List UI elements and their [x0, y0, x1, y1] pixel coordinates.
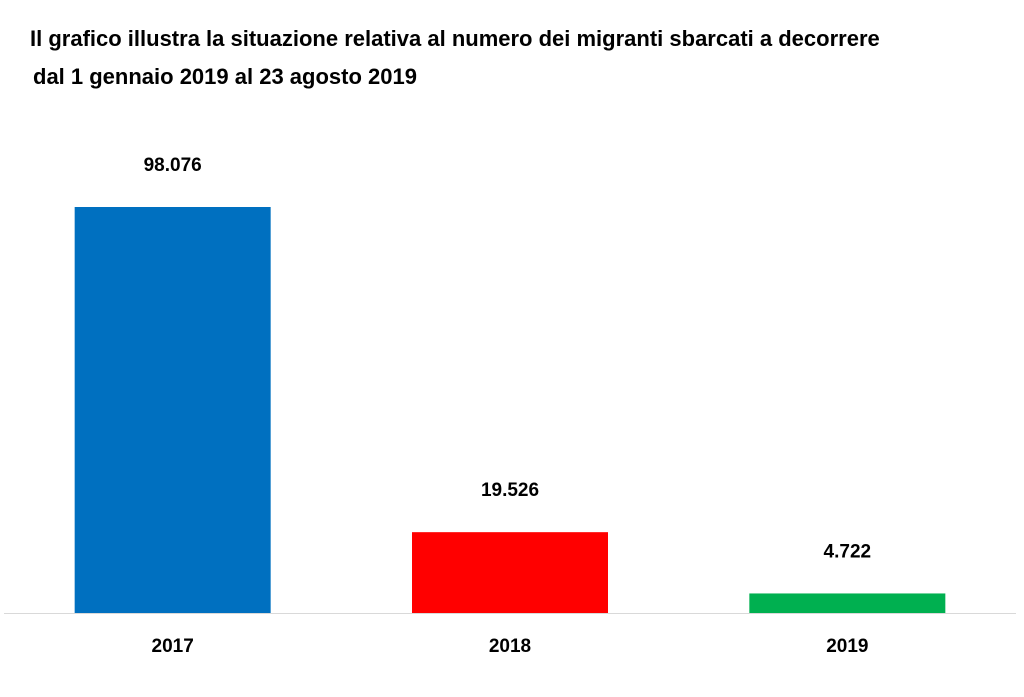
bar-2019 [749, 593, 946, 613]
x-tick-label-2017: 2017 [152, 636, 194, 657]
chart-title-line-1: Il grafico illustra la situazione relati… [30, 26, 880, 51]
data-label-2019: 4.722 [824, 541, 872, 562]
chart-title: Il grafico illustra la situazione relati… [30, 20, 1010, 96]
bar-2018 [412, 532, 608, 613]
data-label-2017: 98.076 [144, 155, 202, 176]
x-tick-label-2018: 2018 [489, 636, 531, 657]
chart-title-line-2: dal 1 gennaio 2019 al 23 agosto 2019 [33, 64, 417, 89]
bar-2017 [74, 207, 271, 613]
data-label-2018: 19.526 [481, 480, 539, 501]
x-tick-label-2019: 2019 [826, 636, 868, 657]
